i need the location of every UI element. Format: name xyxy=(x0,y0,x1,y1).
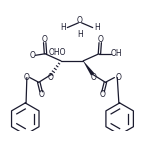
Text: OHO: OHO xyxy=(49,49,67,57)
Text: O: O xyxy=(23,73,29,82)
Text: O: O xyxy=(42,35,48,44)
Text: O: O xyxy=(115,73,121,82)
Text: O: O xyxy=(100,90,106,99)
Text: O: O xyxy=(91,73,96,82)
Text: O: O xyxy=(97,35,103,44)
Text: O: O xyxy=(38,90,44,99)
Text: O: O xyxy=(77,16,83,25)
Text: O: O xyxy=(48,73,54,82)
Text: O: O xyxy=(29,51,35,60)
Polygon shape xyxy=(83,61,94,76)
Text: H: H xyxy=(60,23,66,32)
Text: OH: OH xyxy=(111,49,122,58)
Text: H: H xyxy=(77,30,83,39)
Text: H: H xyxy=(94,23,100,32)
